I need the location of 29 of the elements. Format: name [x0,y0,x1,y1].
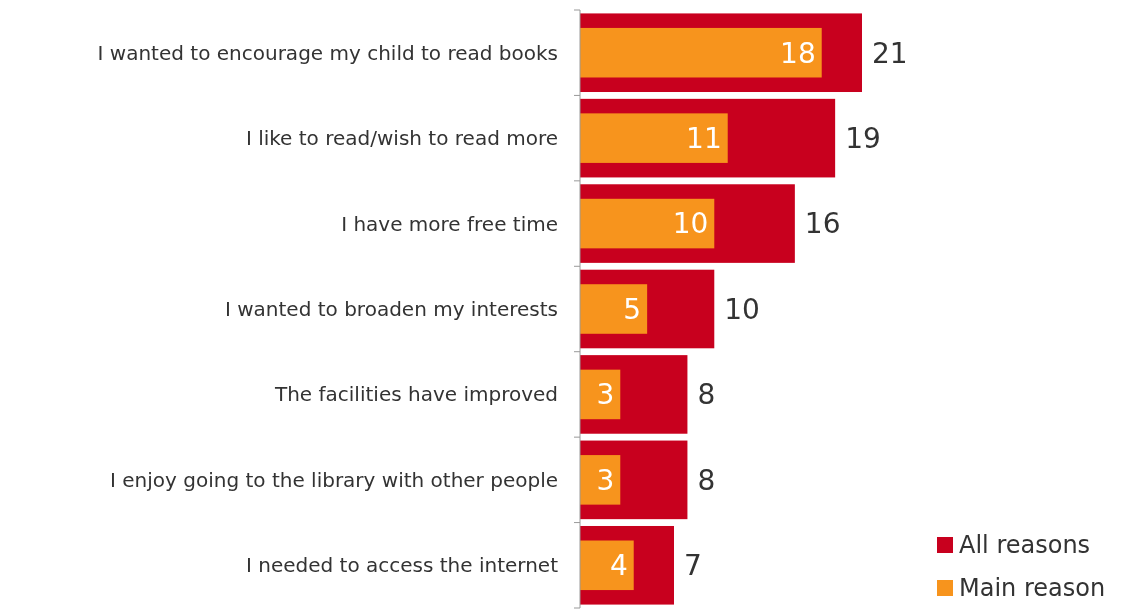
data-label: 10 [724,292,760,326]
data-label: 11 [686,121,722,155]
legend-label: All reasons [959,531,1091,560]
data-label: 5 [623,292,642,326]
y-tick-label: I needed to access the internet [245,553,559,578]
data-label: 8 [697,463,716,497]
y-tick-label: I wanted to encourage my child to read books [97,40,558,65]
data-label: 3 [596,378,615,412]
data-label: 21 [872,36,908,70]
data-label: 10 [672,207,709,241]
data-label: 7 [684,549,702,583]
legend-label: Main reason [959,574,1106,603]
bar [580,27,822,78]
y-tick-label: The facilities have improved [273,382,558,407]
y-tick-label: I have more free time [341,211,558,236]
data-label: 18 [780,36,816,70]
bar [580,455,621,505]
bar [580,284,648,334]
y-tick-label: I enjoy going to the library with other people [110,467,558,492]
bar [580,198,715,249]
data-label: 4 [609,549,628,583]
data-label: 19 [845,121,881,155]
bar [580,540,634,591]
bar [580,113,728,163]
y-tick-label: I like to read/wish to read more [245,126,558,151]
data-label: 8 [697,378,716,412]
data-label: 16 [804,207,841,241]
data-label: 3 [596,463,615,497]
y-tick-label: I wanted to broaden my interests [224,297,558,321]
